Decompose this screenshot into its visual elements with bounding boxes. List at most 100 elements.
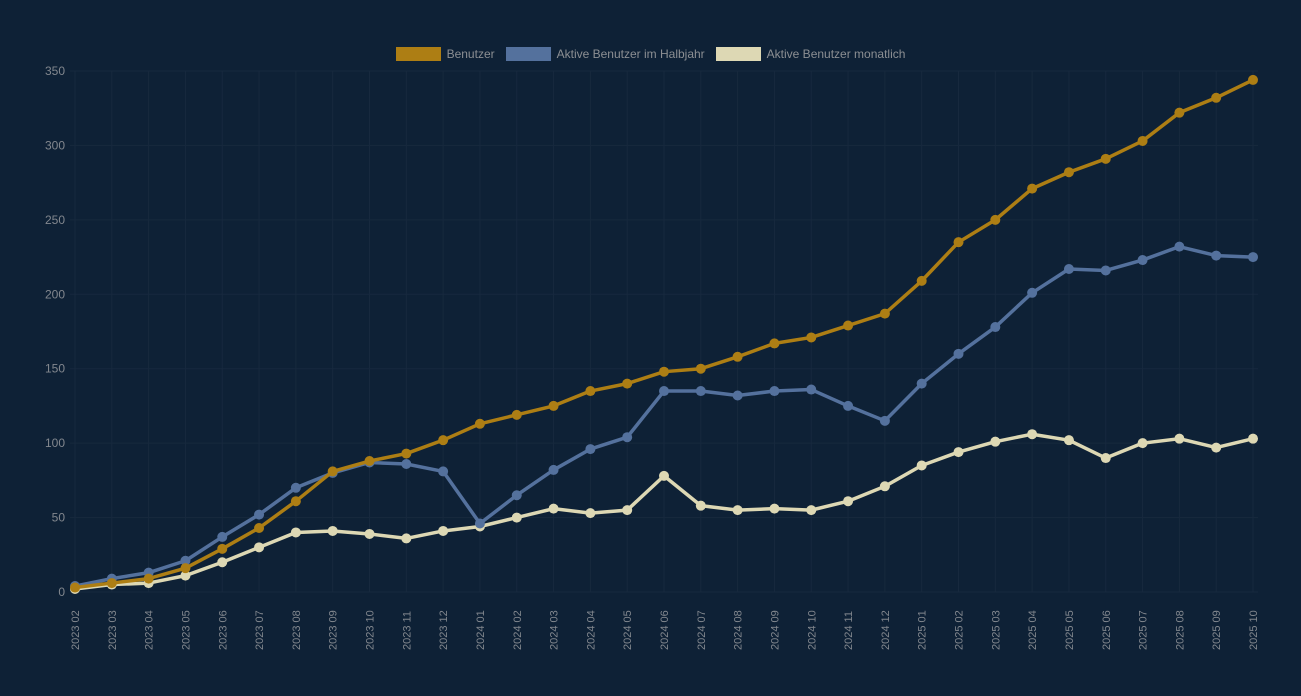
data-point[interactable] (953, 447, 964, 458)
data-point[interactable] (622, 505, 633, 516)
data-point[interactable] (438, 435, 449, 446)
data-point[interactable] (585, 444, 596, 455)
data-point[interactable] (548, 400, 559, 411)
data-point[interactable] (327, 525, 338, 536)
data-point[interactable] (1248, 433, 1258, 444)
data-point[interactable] (695, 386, 706, 397)
data-point[interactable] (70, 582, 80, 593)
data-point[interactable] (659, 470, 669, 481)
data-point[interactable] (511, 490, 522, 501)
data-point[interactable] (1211, 92, 1222, 103)
data-point[interactable] (1063, 167, 1074, 178)
legend-label: Aktive Benutzer im Halbjahr (556, 47, 705, 61)
data-point[interactable] (401, 533, 412, 544)
data-point[interactable] (659, 366, 669, 377)
data-point[interactable] (622, 378, 633, 389)
data-point[interactable] (769, 338, 780, 349)
data-point[interactable] (990, 214, 1001, 225)
data-point[interactable] (622, 432, 633, 443)
x-axis-tick-label: 2024 09 (769, 610, 781, 650)
data-point[interactable] (254, 522, 265, 533)
data-point[interactable] (438, 525, 449, 536)
data-point[interactable] (364, 456, 375, 467)
legend-item-benutzer[interactable]: Benutzer (395, 47, 495, 61)
data-point[interactable] (879, 415, 890, 426)
data-point[interactable] (732, 351, 743, 362)
y-axis-tick-label: 150 (45, 362, 65, 376)
data-point[interactable] (254, 509, 265, 520)
data-point[interactable] (916, 275, 927, 286)
data-point[interactable] (254, 542, 265, 553)
data-point[interactable] (843, 496, 854, 507)
data-point[interactable] (695, 500, 706, 511)
data-point[interactable] (180, 555, 191, 566)
data-point[interactable] (438, 466, 449, 477)
data-point[interactable] (1248, 74, 1258, 85)
data-point[interactable] (585, 386, 596, 397)
data-point[interactable] (1174, 433, 1185, 444)
data-point[interactable] (106, 578, 117, 589)
legend-item-aktive-halbjahr[interactable]: Aktive Benutzer im Halbjahr (505, 47, 705, 61)
x-axis-tick-label: 2025 10 (1248, 610, 1260, 650)
data-point[interactable] (1211, 250, 1222, 261)
data-point[interactable] (511, 409, 522, 420)
data-point[interactable] (290, 527, 301, 538)
data-point[interactable] (1100, 265, 1111, 276)
data-point[interactable] (474, 518, 485, 529)
data-point[interactable] (511, 512, 522, 523)
data-point[interactable] (843, 320, 854, 331)
data-point[interactable] (327, 466, 338, 477)
data-point[interactable] (732, 390, 743, 401)
data-point[interactable] (1063, 435, 1074, 446)
data-point[interactable] (916, 378, 927, 389)
data-point[interactable] (1174, 241, 1185, 252)
data-point[interactable] (1063, 263, 1074, 274)
data-point[interactable] (143, 573, 154, 584)
data-point[interactable] (1027, 183, 1038, 194)
data-point[interactable] (806, 384, 817, 395)
data-point[interactable] (806, 505, 817, 516)
data-point[interactable] (990, 436, 1001, 447)
y-axis-tick-label: 350 (45, 64, 65, 78)
data-point[interactable] (1137, 135, 1148, 146)
data-point[interactable] (916, 460, 927, 471)
data-point[interactable] (1248, 252, 1258, 263)
data-point[interactable] (879, 308, 890, 319)
data-point[interactable] (1100, 453, 1111, 464)
data-point[interactable] (1174, 107, 1185, 118)
legend-item-aktive-monatlich[interactable]: Aktive Benutzer monatlich (715, 47, 905, 61)
data-point[interactable] (290, 482, 301, 493)
data-point[interactable] (548, 464, 559, 475)
data-point[interactable] (364, 528, 375, 539)
x-axis-tick-label: 2025 01 (917, 610, 929, 650)
data-point[interactable] (1137, 255, 1148, 266)
data-point[interactable] (180, 570, 191, 581)
data-point[interactable] (1027, 429, 1038, 440)
data-point[interactable] (217, 531, 228, 542)
x-axis-tick-label: 2024 11 (843, 611, 855, 650)
data-point[interactable] (217, 557, 228, 568)
data-point[interactable] (879, 481, 890, 492)
data-point[interactable] (953, 348, 964, 359)
data-point[interactable] (769, 503, 780, 514)
data-point[interactable] (1211, 442, 1222, 453)
data-point[interactable] (217, 543, 228, 554)
data-point[interactable] (806, 332, 817, 343)
data-point[interactable] (953, 237, 964, 248)
data-point[interactable] (180, 563, 191, 574)
data-point[interactable] (1137, 438, 1148, 449)
data-point[interactable] (401, 448, 412, 459)
data-point[interactable] (695, 363, 706, 374)
data-point[interactable] (1100, 153, 1111, 164)
data-point[interactable] (401, 458, 412, 469)
data-point[interactable] (990, 322, 1001, 333)
data-point[interactable] (474, 418, 485, 429)
data-point[interactable] (548, 503, 559, 514)
data-point[interactable] (1027, 287, 1038, 298)
data-point[interactable] (659, 386, 669, 397)
data-point[interactable] (769, 386, 780, 397)
data-point[interactable] (290, 496, 301, 507)
data-point[interactable] (732, 505, 743, 516)
data-point[interactable] (585, 508, 596, 519)
data-point[interactable] (843, 400, 854, 411)
